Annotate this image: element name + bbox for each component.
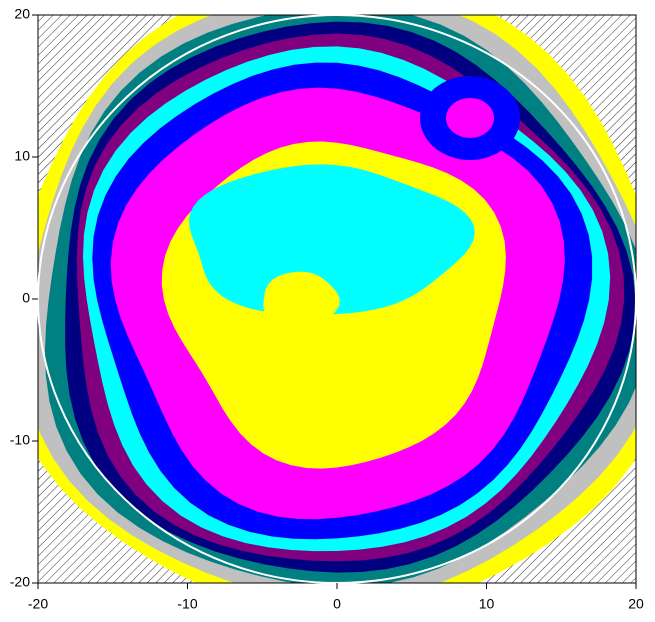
y-tick-label: 0 xyxy=(22,290,30,306)
y-tick-label: -20 xyxy=(10,574,30,590)
contour-island xyxy=(446,98,494,138)
contour-field xyxy=(38,15,636,583)
contour-band xyxy=(263,271,340,328)
x-tick-label: 20 xyxy=(628,596,644,612)
y-tick-label: 10 xyxy=(14,148,30,164)
axes: -20 -10 0 10 20 -20 -10 0 10 20 xyxy=(10,6,644,612)
x-tick-label: 0 xyxy=(333,596,341,612)
x-tick-label: -20 xyxy=(28,596,48,612)
y-tick-label: -10 xyxy=(10,432,30,448)
y-tick-label: 20 xyxy=(14,6,30,22)
x-tick-label: -10 xyxy=(177,596,197,612)
x-tick-label: 10 xyxy=(479,596,495,612)
contour-band xyxy=(189,164,475,315)
